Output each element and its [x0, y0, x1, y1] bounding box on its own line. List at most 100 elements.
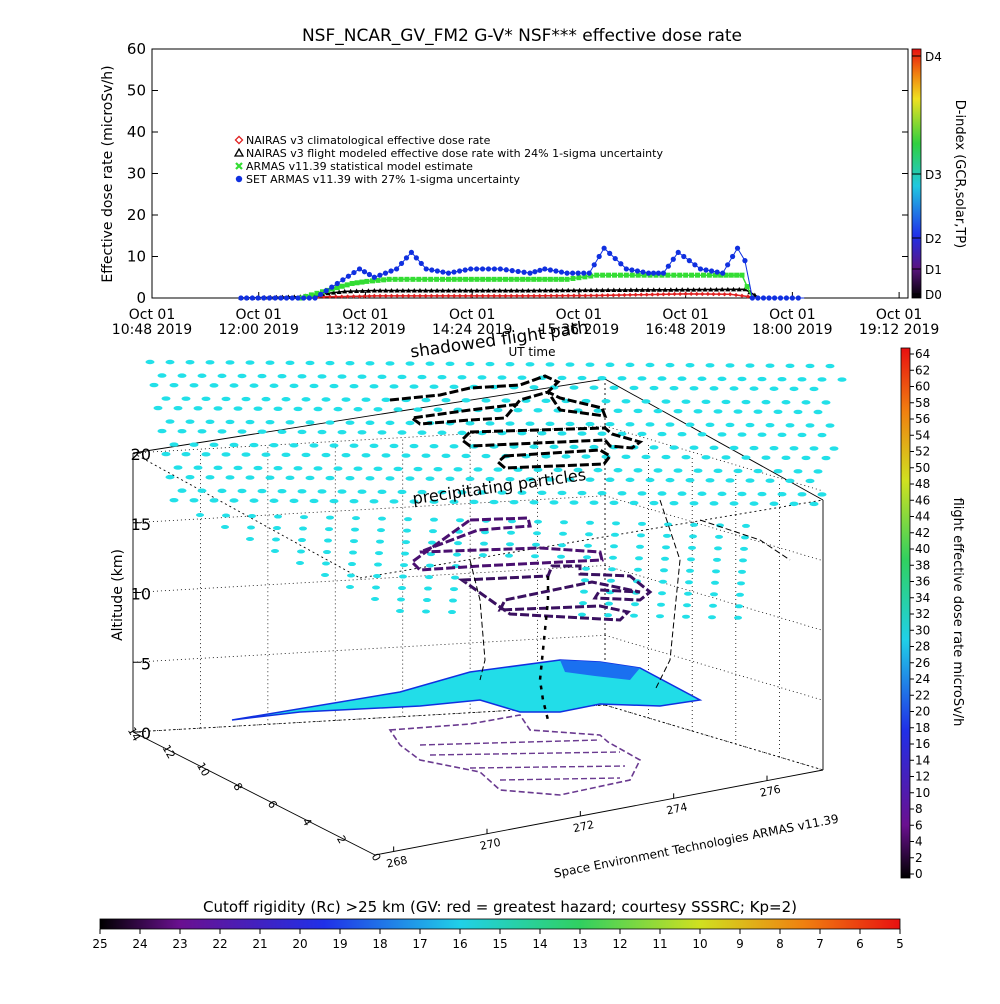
series-marker — [655, 292, 660, 297]
series-marker — [655, 270, 662, 276]
series-marker — [474, 276, 480, 282]
dose-rate-tick-label: 6 — [915, 818, 923, 832]
dose-marker — [821, 400, 831, 405]
series-marker — [594, 293, 599, 298]
dose-marker — [741, 535, 749, 540]
series-marker — [468, 288, 474, 293]
series-marker — [410, 276, 416, 282]
series-marker — [400, 293, 405, 299]
dose-marker — [630, 613, 638, 618]
shadowed-flight-path — [388, 714, 642, 796]
cutoff-rigidity-tick-label: 23 — [172, 937, 187, 951]
dose-marker — [249, 442, 259, 448]
dose-rate-tick-label: 52 — [915, 445, 930, 459]
series-marker — [731, 286, 737, 292]
top-chart-title: NSF_NCAR_GV_FM2 G-V* NSF*** effective do… — [302, 26, 742, 46]
dose-marker — [689, 501, 699, 506]
altitude-gridline-right — [604, 565, 824, 631]
dose-marker — [169, 442, 179, 447]
dose-marker — [185, 475, 195, 480]
series-marker — [527, 270, 533, 276]
cutoff-rigidity-tick-label: 7 — [816, 937, 824, 951]
series-marker — [423, 266, 429, 272]
dose-marker — [837, 377, 847, 382]
cutoff-rigidity-tick-label: 25 — [92, 937, 107, 951]
dose-marker — [265, 475, 275, 480]
dose-marker — [649, 385, 659, 391]
flight-loops-mid — [457, 564, 653, 622]
dose-marker — [453, 467, 463, 472]
series-marker — [503, 267, 509, 273]
cutoff-rigidity-region — [231, 659, 703, 721]
dose-marker — [405, 361, 415, 366]
dose-rate-tick-label: 20 — [915, 705, 930, 719]
dose-marker — [805, 478, 815, 484]
series-marker — [457, 276, 463, 282]
series-marker — [694, 291, 699, 297]
series-marker — [559, 287, 565, 293]
series-marker — [537, 293, 542, 298]
series-marker — [485, 288, 491, 293]
dose-marker — [605, 422, 615, 427]
series-marker — [616, 292, 622, 298]
dose-marker — [688, 545, 696, 550]
series-marker — [440, 269, 446, 275]
dose-marker — [673, 408, 683, 414]
dose-marker — [398, 586, 406, 591]
dose-marker — [337, 429, 347, 435]
series-marker — [367, 293, 372, 299]
series-marker — [683, 291, 688, 296]
series-marker — [451, 269, 457, 275]
dose-marker — [777, 432, 787, 437]
series-marker — [618, 261, 624, 267]
dose-rate-tick-label: 50 — [915, 461, 930, 475]
x-tick-label-date: Oct 01 — [235, 307, 281, 323]
series-marker — [525, 287, 531, 293]
dose-marker — [797, 377, 807, 382]
dose-marker — [749, 445, 759, 451]
dose-marker — [749, 386, 759, 391]
series-marker — [377, 288, 383, 293]
dose-marker — [617, 491, 627, 496]
series-marker — [416, 276, 422, 282]
series-marker — [653, 272, 659, 278]
series-marker — [514, 288, 520, 293]
series-marker — [656, 287, 662, 292]
dose-marker — [189, 442, 199, 447]
dose-marker — [361, 453, 371, 458]
dose-marker — [685, 580, 693, 585]
series-marker — [325, 290, 331, 296]
dose-marker — [657, 376, 667, 381]
series-marker — [677, 272, 683, 278]
cutoff-rigidity-tick-label: 18 — [372, 937, 387, 951]
dose-marker — [805, 363, 815, 369]
series-marker — [553, 268, 559, 274]
series-marker — [411, 288, 417, 293]
series-marker — [600, 293, 605, 298]
d-index-tick-label: D4 — [925, 50, 942, 64]
vertical-projection-lines — [469, 499, 791, 691]
dose-marker — [777, 377, 787, 382]
dose-marker — [329, 443, 339, 448]
dose-marker — [317, 489, 327, 494]
series-marker — [628, 287, 634, 292]
dose-marker — [633, 468, 643, 473]
flight-path-top — [389, 374, 608, 426]
dose-marker — [821, 455, 831, 461]
x-tick-label-date: Oct 01 — [129, 307, 175, 323]
dose-marker — [697, 491, 707, 496]
series-marker — [423, 288, 429, 293]
dose-marker — [461, 398, 471, 403]
series-marker — [582, 274, 588, 280]
dose-marker — [658, 591, 666, 596]
series-marker — [428, 288, 434, 293]
dose-marker — [376, 539, 384, 544]
dose-marker — [413, 407, 423, 412]
series-marker — [480, 276, 486, 282]
dose-marker — [165, 474, 175, 480]
dose-marker — [209, 498, 219, 503]
dose-marker — [477, 375, 487, 380]
series-marker — [736, 286, 742, 292]
dose-marker — [609, 500, 619, 505]
